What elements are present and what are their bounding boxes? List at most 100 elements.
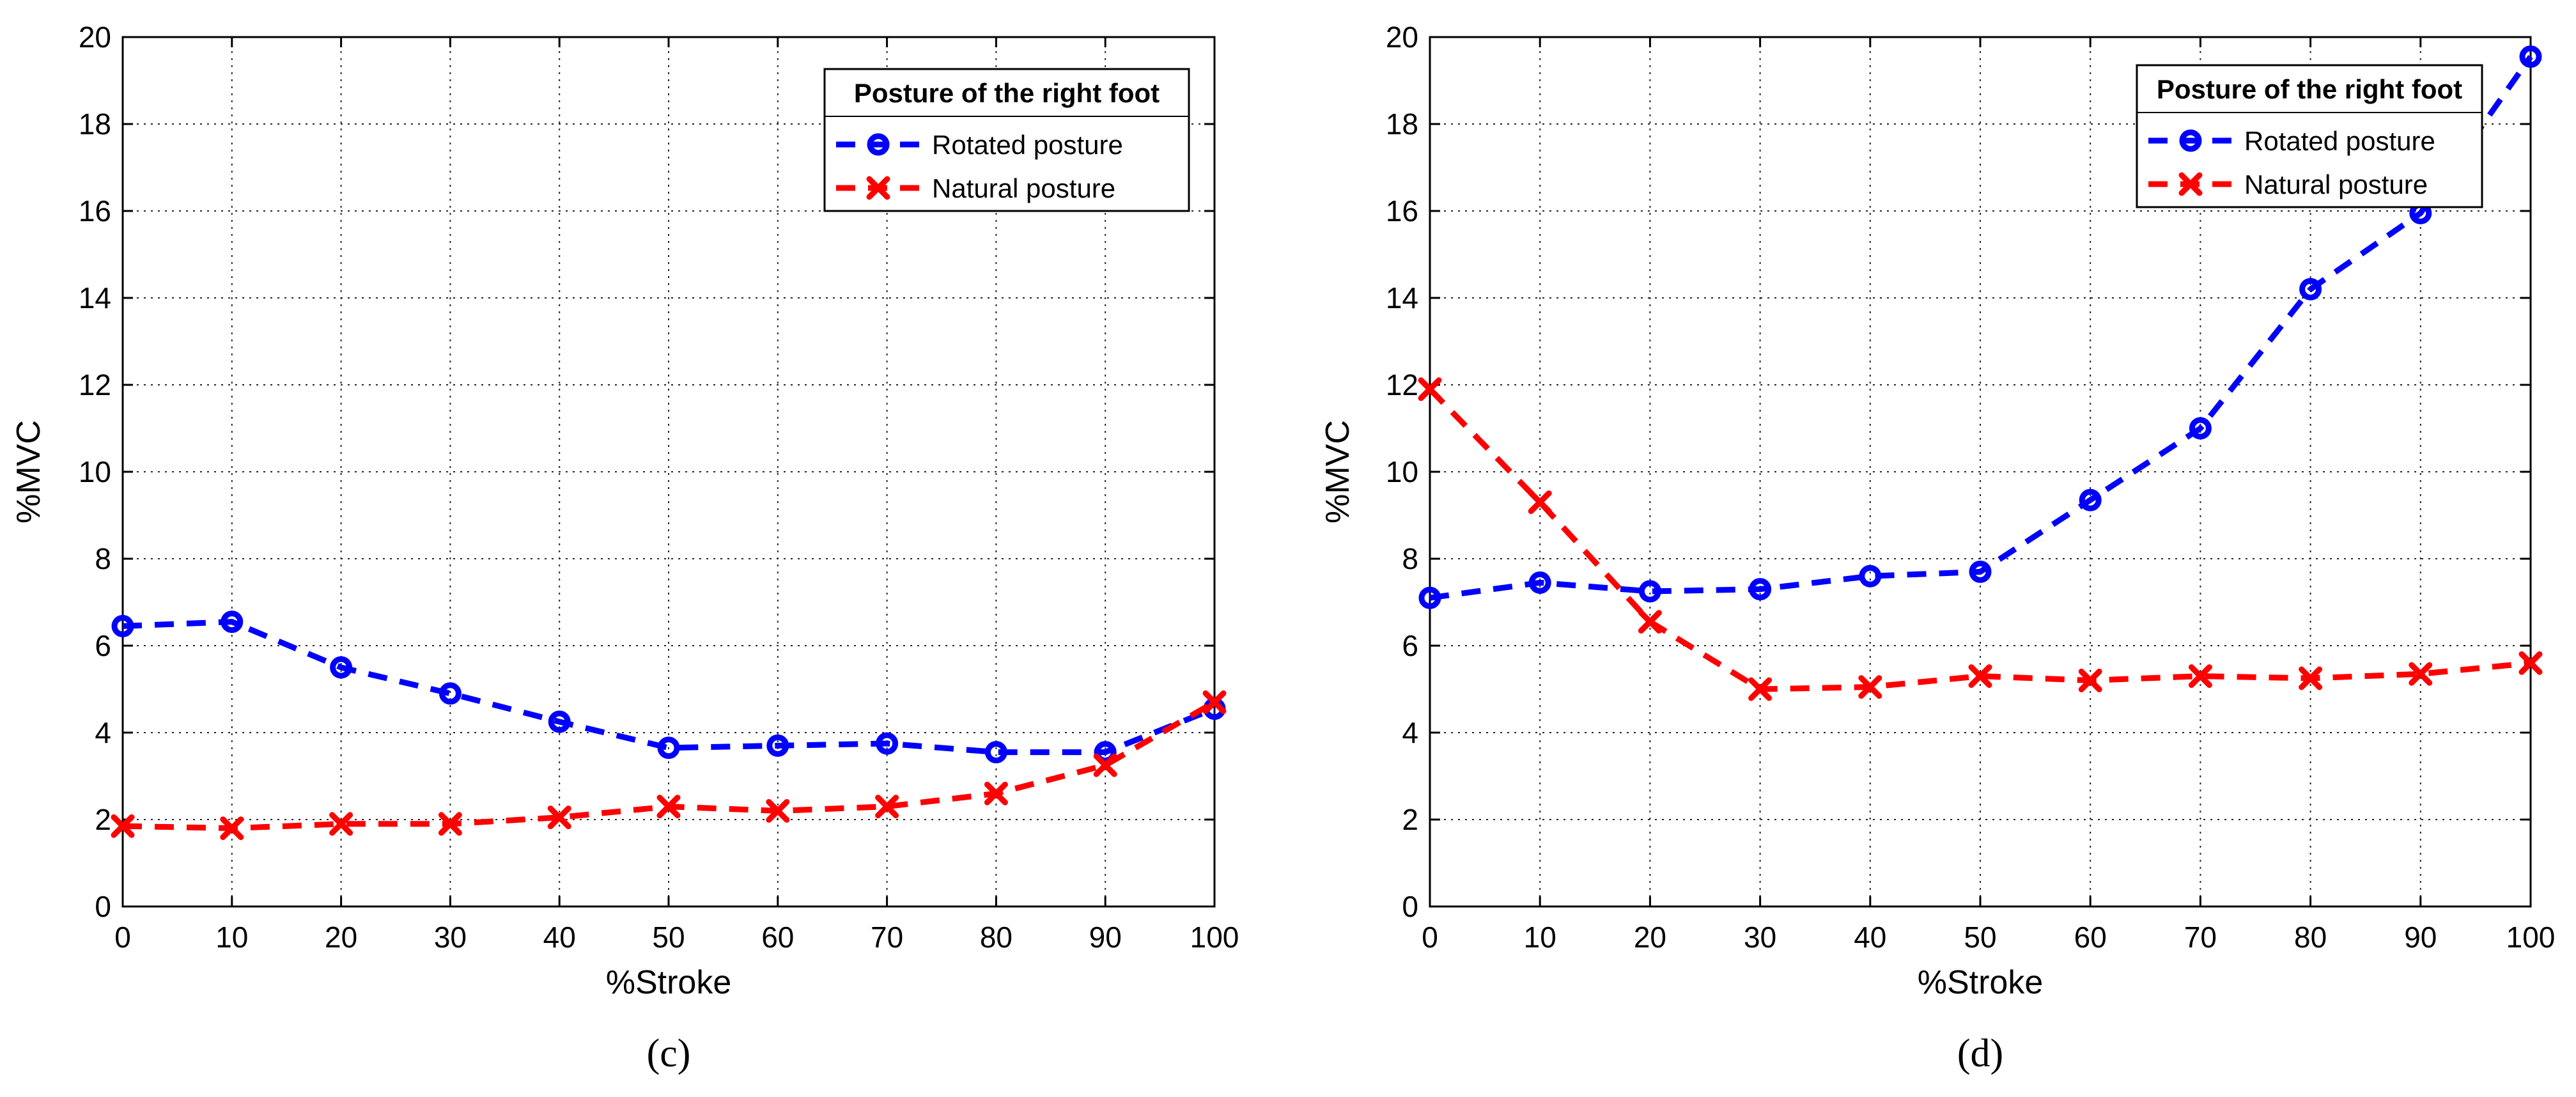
data-point-circle: [330, 656, 353, 679]
legend-label: Rotated posture: [2244, 126, 2435, 156]
x-tick-label: 90: [2404, 921, 2437, 954]
y-tick-label: 14: [79, 281, 111, 315]
data-point-circle: [2189, 417, 2212, 440]
y-axis-label: %MVC: [1319, 420, 1356, 524]
y-tick-label: 6: [1402, 629, 1418, 662]
legend-title: Posture of the right foot: [2157, 74, 2462, 104]
data-point-circle: [867, 133, 890, 156]
data-point-x-stroke-2: [1093, 753, 1117, 777]
y-tick-label: 16: [79, 194, 111, 228]
legend-entry: Natural posture: [2148, 169, 2428, 199]
series-line: [1429, 55, 2533, 601]
data-point-x-stroke-2: [984, 781, 1008, 805]
data-point-x: [1418, 377, 1442, 401]
data-point-x-stroke-2: [875, 795, 899, 819]
data-point-x: [438, 812, 462, 836]
y-tick-label: 0: [1402, 890, 1418, 923]
data-point-circle: [1749, 578, 1772, 601]
x-tick-label: 40: [1854, 921, 1886, 954]
data-point-x-stroke-2: [2188, 664, 2212, 689]
x-tick-label: 60: [761, 921, 794, 954]
series-natural-posture: [111, 690, 1227, 841]
data-point-x: [2409, 662, 2433, 686]
y-tick-label: 4: [95, 716, 111, 749]
x-tick-label: 80: [2294, 921, 2327, 954]
data-point-circle: [1638, 580, 1661, 603]
x-tick-label: 40: [543, 921, 576, 954]
series-natural-posture: [1418, 377, 2543, 701]
data-point-x: [1528, 490, 1552, 515]
legend-label: Natural posture: [2244, 169, 2428, 199]
chart-panel-2: 0 10 20 30 40 50 60 70 80 90 100 0 2 4 6 8 10 12 14 16 18 20%…: [1319, 20, 2555, 1075]
data-point-x: [329, 812, 353, 836]
data-point-x-stroke-2: [2299, 666, 2323, 690]
data-point-x: [1858, 675, 1882, 699]
y-tick-label: 2: [1402, 803, 1418, 836]
y-tick-label: 10: [1386, 455, 1418, 488]
panel-label: (c): [647, 1032, 691, 1075]
data-point-circle: [548, 710, 571, 733]
x-tick-label: 30: [1744, 921, 1776, 954]
data-point-x-stroke-2: [1528, 490, 1552, 515]
data-point-x-stroke-2: [1638, 610, 1662, 634]
x-tick-label: 60: [2074, 921, 2107, 954]
panel-label: (d): [1957, 1032, 2003, 1075]
y-tick-label: 8: [95, 542, 111, 575]
data-point-circle: [438, 682, 462, 705]
y-axis-label: %MVC: [10, 420, 47, 524]
data-point-x: [875, 795, 899, 819]
data-point-x-stroke-2: [766, 798, 790, 823]
data-point-x-stroke-2: [111, 814, 135, 838]
legend-label: Rotated posture: [932, 130, 1123, 160]
y-tick-label: 10: [79, 455, 111, 488]
series-rotated-posture: [111, 611, 1226, 764]
x-tick-label: 30: [434, 921, 467, 954]
x-tick-label: 100: [1190, 921, 1239, 954]
y-tick-label: 20: [1386, 20, 1418, 54]
data-point-x-stroke-2: [2078, 668, 2102, 692]
y-tick-label: 8: [1402, 542, 1418, 575]
data-point-x: [1968, 664, 1992, 689]
y-tick-label: 16: [1386, 194, 1418, 228]
data-point-x-stroke-2: [2178, 172, 2203, 196]
data-point-x: [1202, 690, 1227, 714]
y-tick-label: 12: [1386, 368, 1418, 401]
data-point-x-stroke-2: [2409, 662, 2433, 686]
data-point-x: [2078, 668, 2102, 692]
data-point-circle: [1418, 586, 1441, 609]
data-point-x-stroke-2: [438, 812, 462, 836]
x-axis-label: %Stroke: [1918, 964, 2044, 1001]
data-point-x: [111, 814, 135, 838]
data-point-x-stroke-2: [866, 176, 890, 200]
x-axis-label: %Stroke: [606, 964, 732, 1001]
data-point-circle: [1094, 741, 1117, 764]
x-tick-label: 20: [1634, 921, 1666, 954]
y-tick-label: 18: [1386, 107, 1418, 141]
data-point-x: [547, 805, 571, 830]
data-point-x-stroke-2: [1202, 690, 1227, 714]
data-point-circle: [2079, 488, 2102, 511]
data-point-x: [1748, 677, 1773, 701]
y-tick-label: 2: [95, 803, 111, 836]
data-point-circle: [876, 732, 899, 755]
y-tick-label: 6: [95, 629, 111, 662]
y-tick-label: 14: [1386, 281, 1418, 315]
x-tick-label: 10: [1524, 921, 1556, 954]
data-point-circle: [1528, 571, 1551, 594]
x-tick-label: 80: [980, 921, 1013, 954]
data-point-x: [2299, 666, 2323, 690]
y-tick-label: 18: [79, 107, 111, 141]
data-point-circle: [2179, 129, 2202, 152]
legend-entry: Rotated posture: [836, 130, 1123, 160]
x-tick-label: 70: [2184, 921, 2217, 954]
data-point-x: [220, 816, 244, 841]
data-point-x-stroke-2: [656, 795, 681, 819]
x-tick-label: 0: [114, 921, 131, 954]
data-point-x-stroke-2: [547, 805, 571, 830]
y-tick-label: 4: [1402, 716, 1418, 749]
data-point-x: [2178, 172, 2203, 196]
data-point-x-stroke-2: [1748, 677, 1773, 701]
y-tick-label: 0: [95, 890, 111, 923]
x-tick-label: 50: [652, 921, 685, 954]
data-point-x: [866, 176, 890, 200]
